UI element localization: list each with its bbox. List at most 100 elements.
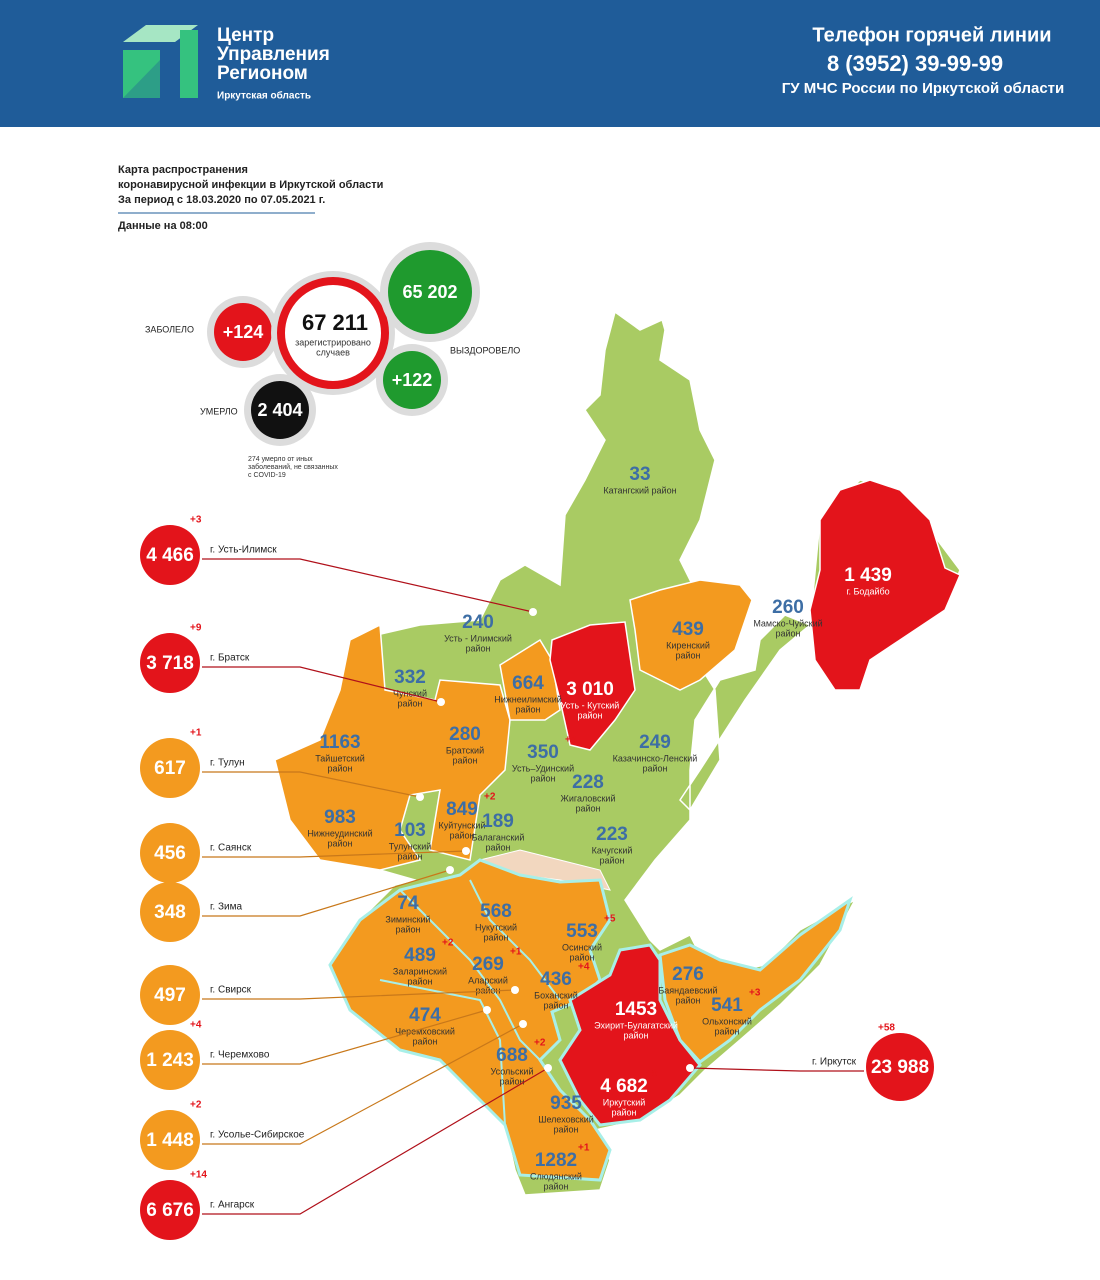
- district-name: район: [397, 851, 422, 861]
- connector: [202, 558, 534, 613]
- connector: [202, 869, 451, 917]
- district-name: Усть - Илимский: [444, 633, 512, 643]
- district-value: 935: [550, 1093, 582, 1114]
- district-name: район: [449, 830, 474, 840]
- district-name: Ольхонский: [702, 1016, 752, 1026]
- recovered-circle: [388, 250, 472, 334]
- district-name: район: [397, 698, 422, 708]
- connector: [202, 666, 442, 703]
- map-point: [511, 986, 519, 994]
- info-title: Карта распространения: [118, 164, 248, 176]
- district-name: район: [515, 704, 540, 714]
- district-value: 276: [672, 964, 704, 985]
- recovered-label: ВЫЗДОРОВЕЛО: [450, 345, 520, 355]
- city-circle: [140, 633, 200, 693]
- district-delta: +2: [534, 1038, 546, 1049]
- hotline-title: Телефон горячей линии: [812, 24, 1051, 46]
- region: Иркутская область: [217, 90, 311, 102]
- district-value: 74: [397, 893, 419, 914]
- district-delta: +2: [442, 938, 454, 949]
- district-name: Иркутский: [603, 1097, 646, 1107]
- district-value: 189: [482, 811, 514, 832]
- district-value: 1453: [615, 999, 657, 1020]
- district-name: район: [327, 763, 352, 773]
- district-name: Боханский: [534, 990, 578, 1000]
- phone: 8 (3952) 39-99-99: [827, 51, 1003, 76]
- district-name: Братский: [446, 745, 484, 755]
- city-name: г. Ангарск: [210, 1200, 255, 1211]
- total-caption: случаев: [316, 347, 350, 357]
- district-name: район: [599, 855, 624, 865]
- district-name: район: [530, 773, 555, 783]
- city-delta: +4: [190, 1020, 202, 1031]
- info-title: коронавирусной инфекции в Иркутской обла…: [118, 179, 383, 191]
- district-value: 664: [512, 673, 544, 694]
- summary: [207, 242, 480, 446]
- sick-new: +124: [223, 322, 264, 342]
- district-name: Усть - Кутский: [561, 700, 620, 710]
- district-value: 568: [480, 901, 512, 922]
- map-point: [544, 1064, 552, 1072]
- city-value: 3 718: [146, 653, 194, 674]
- district-name: Слюдянский: [530, 1171, 582, 1181]
- recovered: 65 202: [402, 282, 457, 302]
- district-name: Куйтунский: [439, 820, 486, 830]
- district-name: Жигаловский: [561, 793, 616, 803]
- district-value: 3 010: [566, 679, 614, 700]
- district-name: Мамско-Чуйский: [753, 618, 822, 628]
- district-name: район: [569, 952, 594, 962]
- district-name: район: [577, 710, 602, 720]
- district-name: Усольский: [491, 1066, 534, 1076]
- district-name: Эхирит-Булагатский: [594, 1020, 678, 1030]
- logo: [123, 25, 198, 98]
- district-value: 1282: [535, 1150, 577, 1171]
- district-delta: +9: [646, 1069, 658, 1080]
- district-delta: +2: [484, 792, 496, 803]
- district-delta: +4: [565, 735, 577, 746]
- died-circle: [251, 381, 309, 439]
- district-name: Зиминский: [385, 914, 430, 924]
- city-name: г. Зима: [210, 902, 242, 913]
- district-name: район: [412, 1036, 437, 1046]
- district-delta: +4: [578, 962, 590, 973]
- district-name: Заларинский: [393, 966, 447, 976]
- district-name: район: [465, 643, 490, 653]
- district-name: район: [543, 1181, 568, 1191]
- city-value: 348: [154, 902, 186, 923]
- district-name: Усть–Удинский: [512, 763, 574, 773]
- district-name: Киренский: [666, 640, 710, 650]
- district-value: 436: [540, 969, 572, 990]
- city-circle: [140, 1180, 200, 1240]
- city-value: 497: [154, 985, 186, 1006]
- data-time: Данные на 08:00: [118, 220, 208, 232]
- district-delta: +1: [510, 947, 522, 958]
- total-caption: зарегистрировано: [295, 337, 371, 347]
- district-name: Катангский район: [603, 485, 676, 495]
- district-value: 489: [404, 945, 436, 966]
- map-point: [686, 1064, 694, 1072]
- logo-text: Центр: [217, 25, 274, 46]
- connector: [202, 1009, 488, 1065]
- district-name: Тайшетский: [315, 753, 365, 763]
- map-point: [416, 793, 424, 801]
- district-name: район: [714, 1026, 739, 1036]
- district-name: Шелеховский: [538, 1114, 594, 1124]
- district-name: Казачинско-Ленский: [613, 753, 698, 763]
- district-value: 223: [596, 824, 628, 845]
- city-name: г. Черемхово: [210, 1050, 270, 1061]
- city-delta: +1: [190, 728, 202, 739]
- district-name: Нукутский: [475, 922, 517, 932]
- district-value: 1163: [319, 732, 360, 753]
- district-value: 350: [527, 742, 559, 763]
- city-delta: +58: [878, 1023, 895, 1034]
- district-name: Нижнеилимский: [494, 694, 562, 704]
- total: 67 211: [302, 310, 368, 335]
- city-delta: +2: [190, 1100, 202, 1111]
- district-value: 474: [409, 1005, 441, 1026]
- district-value: 1 439: [844, 565, 892, 586]
- city-value: 1 243: [146, 1050, 194, 1071]
- district-name: район: [327, 838, 352, 848]
- district-value: 849: [446, 799, 478, 820]
